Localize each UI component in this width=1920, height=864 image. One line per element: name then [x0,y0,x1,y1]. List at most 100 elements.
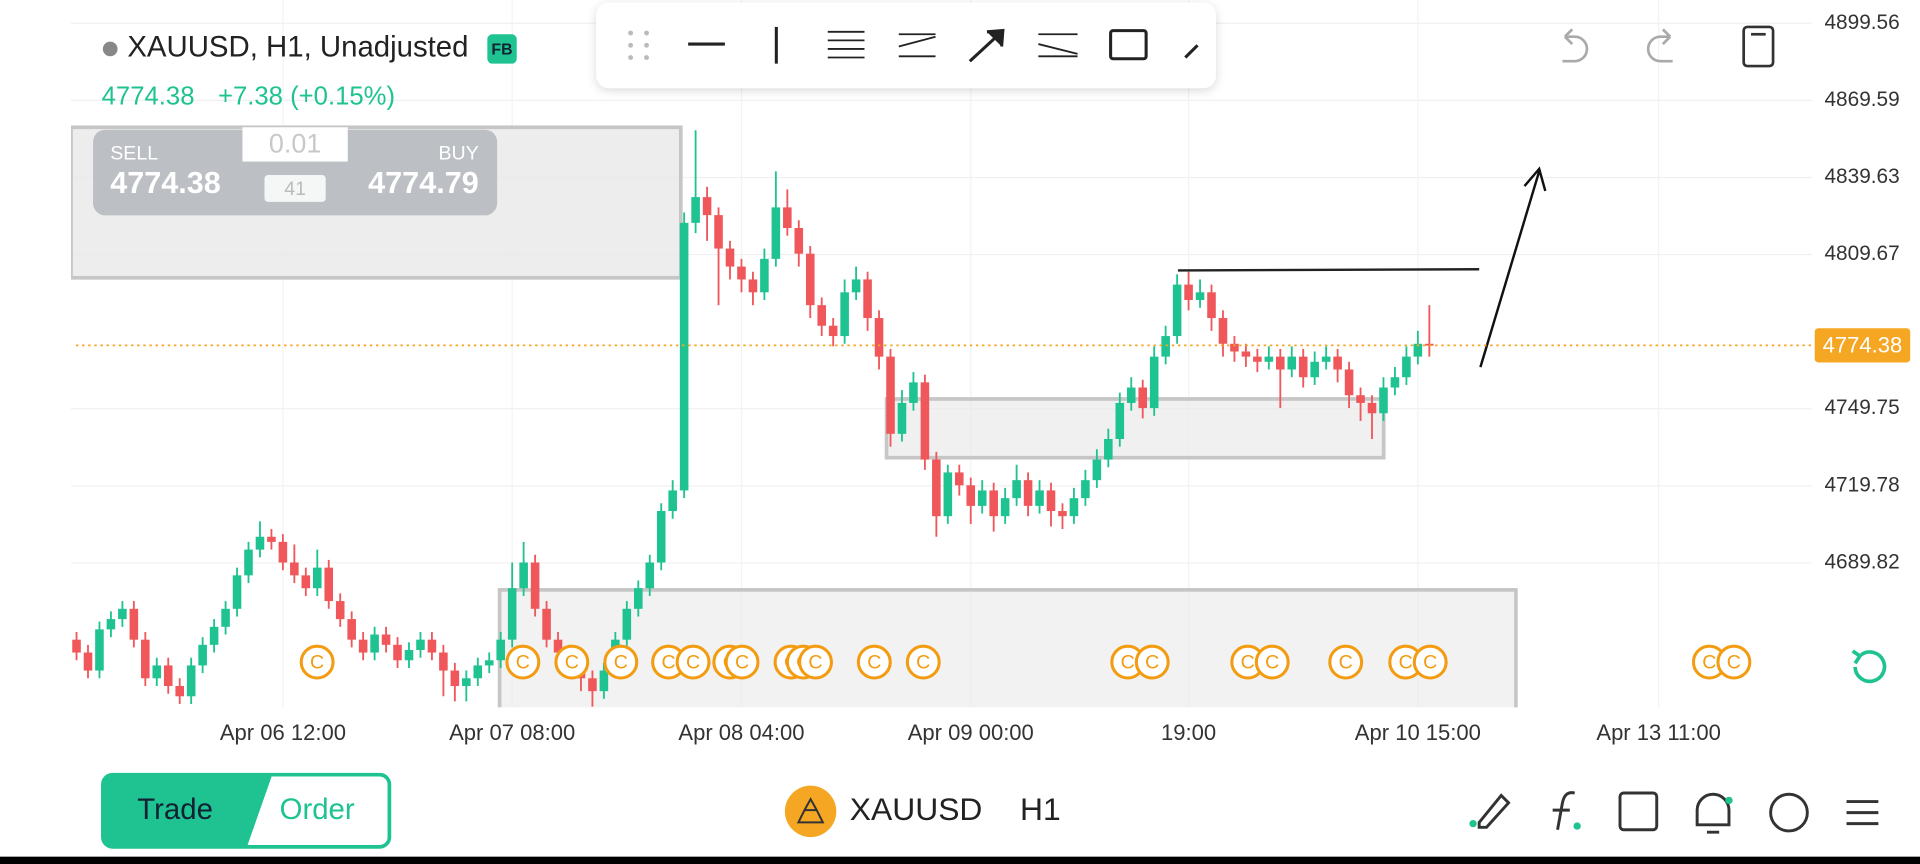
y-tick-label: 4749.75 [1824,396,1899,419]
candle-body [118,608,127,620]
zone[interactable] [497,588,1518,712]
tool-channel[interactable] [898,33,936,58]
tool-fib[interactable] [827,30,865,59]
candle-body [1379,387,1388,414]
candle-body [977,490,987,506]
event-marker[interactable] [554,644,590,680]
draw-icon[interactable] [1477,793,1511,829]
candle-body [1023,480,1033,506]
event-marker[interactable] [299,644,335,680]
candle-body [1276,356,1285,370]
reset-view[interactable] [1851,649,1887,684]
event-marker[interactable] [1716,644,1752,680]
sell-label[interactable]: SELL [110,142,158,164]
undo[interactable] [1562,28,1589,63]
event-marker[interactable] [675,644,711,680]
event-marker[interactable] [1412,644,1448,680]
event-marker[interactable] [856,644,892,680]
event-marker[interactable] [798,644,833,680]
redo[interactable] [1646,28,1673,63]
volume[interactable]: 0.01 [269,129,321,159]
footer-timeframe[interactable]: H1 [1020,791,1061,827]
candle-body [1115,402,1125,439]
candle-body [1413,343,1423,357]
candle-body [1104,438,1113,460]
y-tick-label: 4899.56 [1824,11,1899,34]
candle-body [381,634,391,645]
event-marker[interactable] [1134,644,1170,680]
candle-body [679,222,689,491]
drag-handle[interactable] [628,30,649,60]
change: +7.38 (+0.15%) [218,83,395,111]
candle-body [301,575,311,589]
event-marker-label: C [1727,651,1741,673]
candle-body [599,670,609,692]
buy-price[interactable]: 4774.79 [368,166,479,200]
menu-icon[interactable] [1846,800,1879,826]
badge-bg [487,34,517,64]
tool-arrow-head [986,28,1005,47]
candle-body [737,266,746,280]
event-marker-label: C [1423,651,1437,673]
candle-body [542,608,551,640]
candle-body [221,608,230,627]
y-tick-label: 4869.59 [1824,88,1899,111]
candle-body [439,652,448,671]
candle-body [163,665,173,686]
footer-symbol[interactable]: XAUUSD [850,791,983,827]
event-marker[interactable] [724,644,760,680]
tool-rect[interactable] [1109,29,1148,61]
footer-icons [1477,791,1879,834]
alert-icon[interactable] [1695,792,1731,834]
candle-body [198,644,207,666]
template-icon[interactable] [1618,791,1659,832]
tool-more[interactable] [1184,44,1199,59]
order-tab[interactable]: Order [280,793,355,826]
tool-pitch[interactable] [1038,33,1078,58]
candle-body [1218,318,1228,344]
candle-body [370,634,379,653]
device[interactable] [1742,25,1775,68]
event-marker-label: C [516,651,530,673]
candle-body [244,549,253,576]
candle-body [312,567,322,589]
trade-tab[interactable]: Trade [137,793,213,826]
candle-body [1000,498,1010,517]
candle-body [622,608,632,640]
trend-line[interactable] [1177,268,1480,272]
candle-body [771,207,781,259]
event-marker[interactable] [603,644,639,680]
event-marker-label: C [1241,651,1255,673]
candle-body [450,670,460,686]
zone[interactable] [884,397,1386,460]
replay-icon[interactable] [1769,792,1809,833]
candle-body [507,588,517,640]
candle-body [1333,356,1342,370]
event-marker-label: C [1339,651,1353,673]
candle-body [175,685,184,697]
indicator-icon[interactable] [1552,791,1576,830]
sell-price[interactable]: 4774.38 [110,166,221,200]
candle-body [955,472,964,486]
event-marker[interactable] [905,644,941,680]
candle-body [1138,387,1148,409]
candle-body [1172,284,1182,337]
event-marker[interactable] [1328,644,1364,680]
event-marker[interactable] [505,644,541,680]
event-marker-label: C [565,651,579,673]
drawings-lines [1177,166,1547,368]
candle-body [1344,369,1354,396]
symbol-title[interactable]: XAUUSD, H1, Unadjusted [127,31,468,64]
volume-box[interactable] [242,127,348,162]
candle-body [1207,292,1216,319]
event-marker-label: C [1702,651,1716,673]
candle-body [1149,356,1159,409]
buy-label[interactable]: BUY [438,142,478,164]
trade-tab-bg [104,775,272,846]
event-marker[interactable] [1254,644,1290,680]
status-dot [102,41,118,57]
system-bar [0,856,1920,864]
arrow-line[interactable] [1479,170,1541,368]
event-marker-label: C [808,651,822,673]
